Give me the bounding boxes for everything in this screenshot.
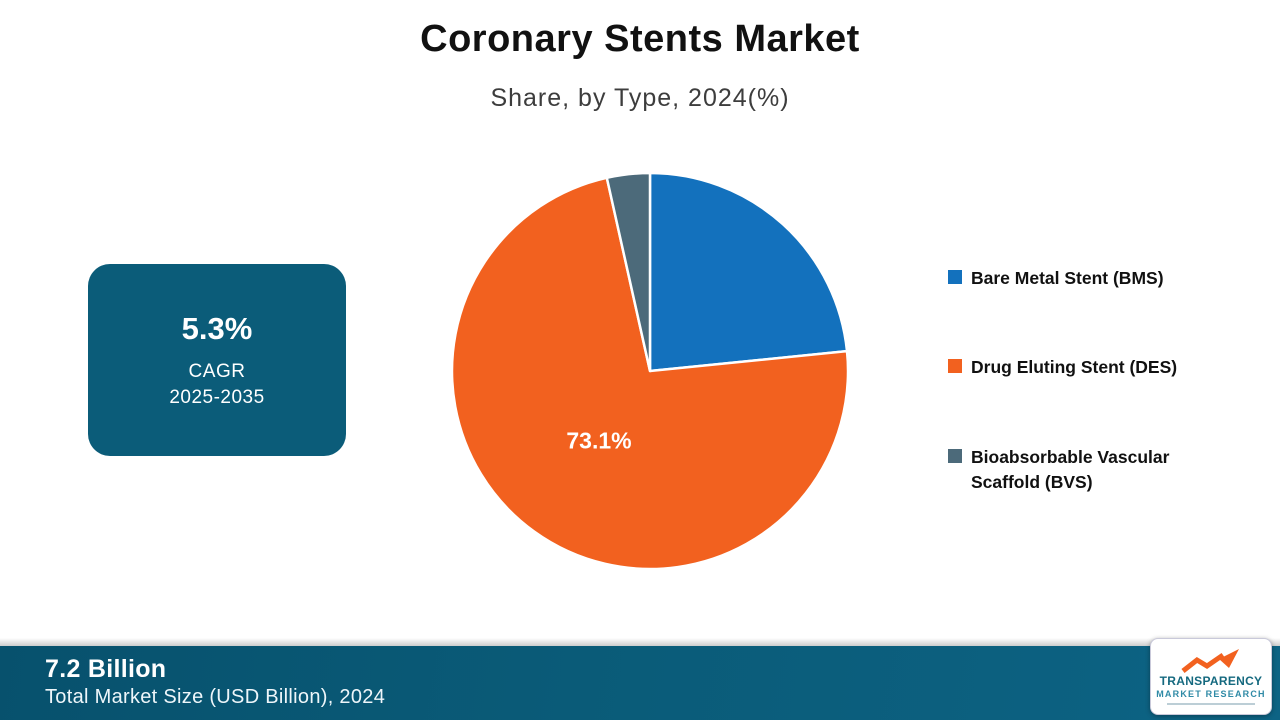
logo-arrow-icon [1181,648,1239,673]
footer-strip: 7.2 Billion Total Market Size (USD Billi… [0,646,1280,720]
pie-data-label: 73.1% [566,428,631,454]
cagr-card: 5.3% CAGR 2025-2035 [88,264,346,456]
legend-item-bvs: Bioabsorbable Vascular Scaffold (BVS) [948,445,1238,496]
page-title: Coronary Stents Market [420,18,860,60]
legend-label-des: Drug Eluting Stent (DES) [971,357,1178,378]
legend-item-des: Drug Eluting Stent (DES) [948,355,1238,380]
legend-swatch-des [948,359,962,374]
footer-divider [0,638,1280,646]
page-subtitle: Share, by Type, 2024(%) [490,84,790,112]
pie-chart-svg: 73.1% [450,171,850,571]
legend-item-bms: Bare Metal Stent (BMS) [948,266,1238,291]
legend-label-bvs: Bioabsorbable Vascular Scaffold (BVS) [971,446,1170,493]
legend-label-bms: Bare Metal Stent (BMS) [971,268,1164,288]
pie-slice [648,171,849,373]
cagr-period: 2025-2035 [169,387,265,408]
brand-logo: TRANSPARENCY MARKET RESEARCH [1150,638,1272,715]
pie-slice [450,176,850,571]
chart-legend: Bare Metal Stent (BMS) Drug Eluting Sten… [948,266,1238,496]
pie-chart: 73.1% [440,161,860,581]
market-size-label: Total Market Size (USD Billion), 2024 [45,686,386,708]
logo-text-line1: TRANSPARENCY [1159,673,1263,688]
legend-swatch-bms [948,270,962,284]
cagr-label: CAGR [188,361,246,382]
legend-swatch-bvs [948,448,962,463]
pie-slice [605,171,652,373]
logo-tagline [1167,702,1255,705]
market-size-value: 7.2 Billion [45,655,167,683]
logo-text-line2: MARKET RESEARCH [1156,688,1266,699]
cagr-value: 5.3% [181,311,253,346]
